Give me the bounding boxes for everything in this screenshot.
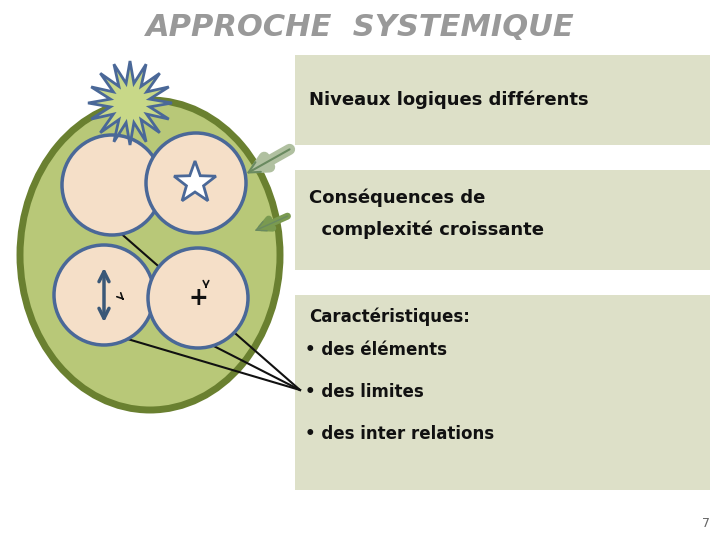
Circle shape — [148, 248, 248, 348]
Polygon shape — [174, 161, 216, 201]
Text: • des inter relations: • des inter relations — [305, 425, 494, 443]
Text: complexité croissante: complexité croissante — [309, 221, 544, 239]
Circle shape — [54, 245, 154, 345]
Text: Niveaux logiques différents: Niveaux logiques différents — [309, 91, 589, 109]
Polygon shape — [88, 61, 172, 145]
Text: +: + — [188, 286, 208, 310]
Text: Caractéristiques:: Caractéristiques: — [309, 308, 470, 326]
Ellipse shape — [20, 100, 280, 410]
Text: 7: 7 — [702, 517, 710, 530]
Text: Conséquences de: Conséquences de — [309, 189, 485, 207]
Circle shape — [62, 135, 162, 235]
Text: • des éléments: • des éléments — [305, 341, 447, 359]
Bar — [295, 295, 710, 490]
Circle shape — [146, 133, 246, 233]
Text: • des limites: • des limites — [305, 383, 424, 401]
Bar — [295, 55, 710, 145]
Bar — [295, 170, 710, 270]
Text: APPROCHE  SYSTEMIQUE: APPROCHE SYSTEMIQUE — [145, 14, 575, 43]
